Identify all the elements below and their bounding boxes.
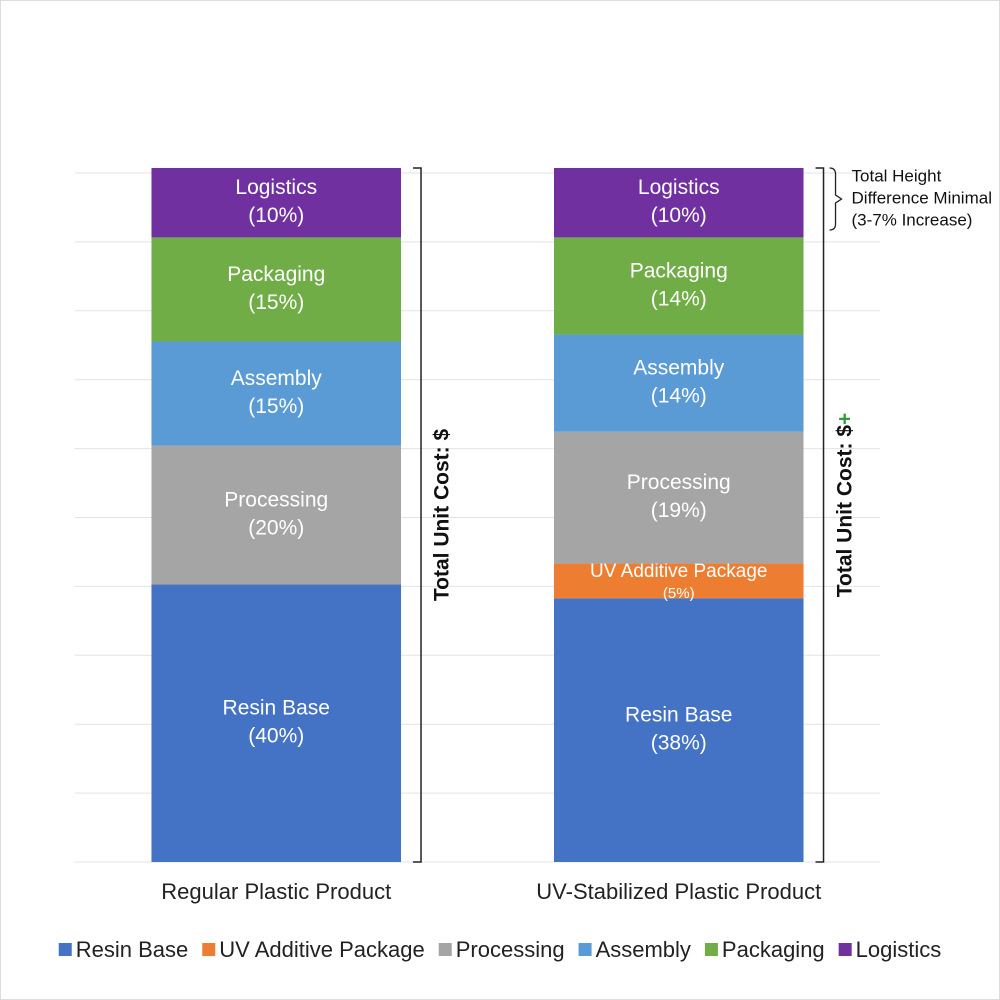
bar-segment (553, 431, 804, 564)
segment-name: Logistics (235, 176, 317, 199)
legend-label: Packaging (722, 937, 825, 962)
legend-swatch (202, 943, 216, 956)
height-note: (3-7% Increase) (852, 210, 973, 229)
bar-segment (553, 168, 804, 238)
bar-segment (151, 445, 402, 585)
value-label: (15%) (248, 395, 304, 418)
segment-name: Packaging (630, 260, 728, 283)
legend-swatch (838, 943, 852, 956)
segment-name: Processing (224, 489, 328, 512)
bracket (815, 167, 825, 863)
segment-name: Packaging (227, 263, 325, 286)
bar-segment (151, 584, 402, 862)
legend-label: Assembly (596, 937, 691, 962)
total-label-text: Total Unit Cost: $ (833, 425, 856, 598)
x-tick-label: Regular Plastic Product (161, 879, 391, 904)
legend: Resin Base UV Additive Package Processing A… (58, 937, 942, 962)
segment-name: Assembly (231, 367, 323, 390)
x-tick-label: UV-Stabilized Plastic Product (536, 879, 821, 904)
segment-name: UV Additive Package (590, 561, 767, 582)
legend-label: Resin Base (76, 937, 189, 962)
value-label: (14%) (651, 288, 707, 311)
legend-swatch (578, 943, 592, 956)
legend-label: Logistics (856, 937, 942, 962)
total-label: Total Unit Cost: $ (431, 429, 454, 602)
segment-name: Assembly (633, 357, 725, 380)
legend-swatch (704, 943, 718, 956)
legend-swatch (58, 943, 72, 956)
legend-label: Processing (456, 937, 565, 962)
value-label: (15%) (248, 291, 304, 314)
bracket (413, 167, 422, 863)
legend-label: UV Additive Package (219, 937, 424, 962)
value-label: (5%) (663, 585, 695, 602)
bar-segment (553, 563, 804, 599)
bar-segment (553, 237, 804, 335)
bar-segment (151, 341, 402, 446)
value-label: (20%) (248, 517, 304, 540)
bar-segment (553, 334, 804, 432)
total-label-suffix: + (833, 413, 856, 425)
value-label: (14%) (651, 385, 707, 408)
value-label: (10%) (651, 204, 707, 227)
brace (829, 167, 843, 231)
value-label: (10%) (248, 204, 304, 227)
height-note: Difference Minimal (852, 188, 992, 207)
total-label: Total Unit Cost: $+ (833, 413, 856, 598)
segment-name: Logistics (638, 176, 720, 199)
value-label: (19%) (651, 499, 707, 522)
value-label: (38%) (651, 732, 707, 755)
bar-segment (553, 598, 804, 862)
segment-name: Processing (627, 471, 731, 494)
bar-segment (151, 237, 402, 342)
segment-name: Resin Base (625, 704, 732, 727)
height-note: Total Height (852, 166, 942, 185)
segment-name: Resin Base (223, 697, 330, 720)
legend-swatch (438, 943, 452, 956)
value-label: (40%) (248, 725, 304, 748)
bar-segment (151, 168, 402, 238)
